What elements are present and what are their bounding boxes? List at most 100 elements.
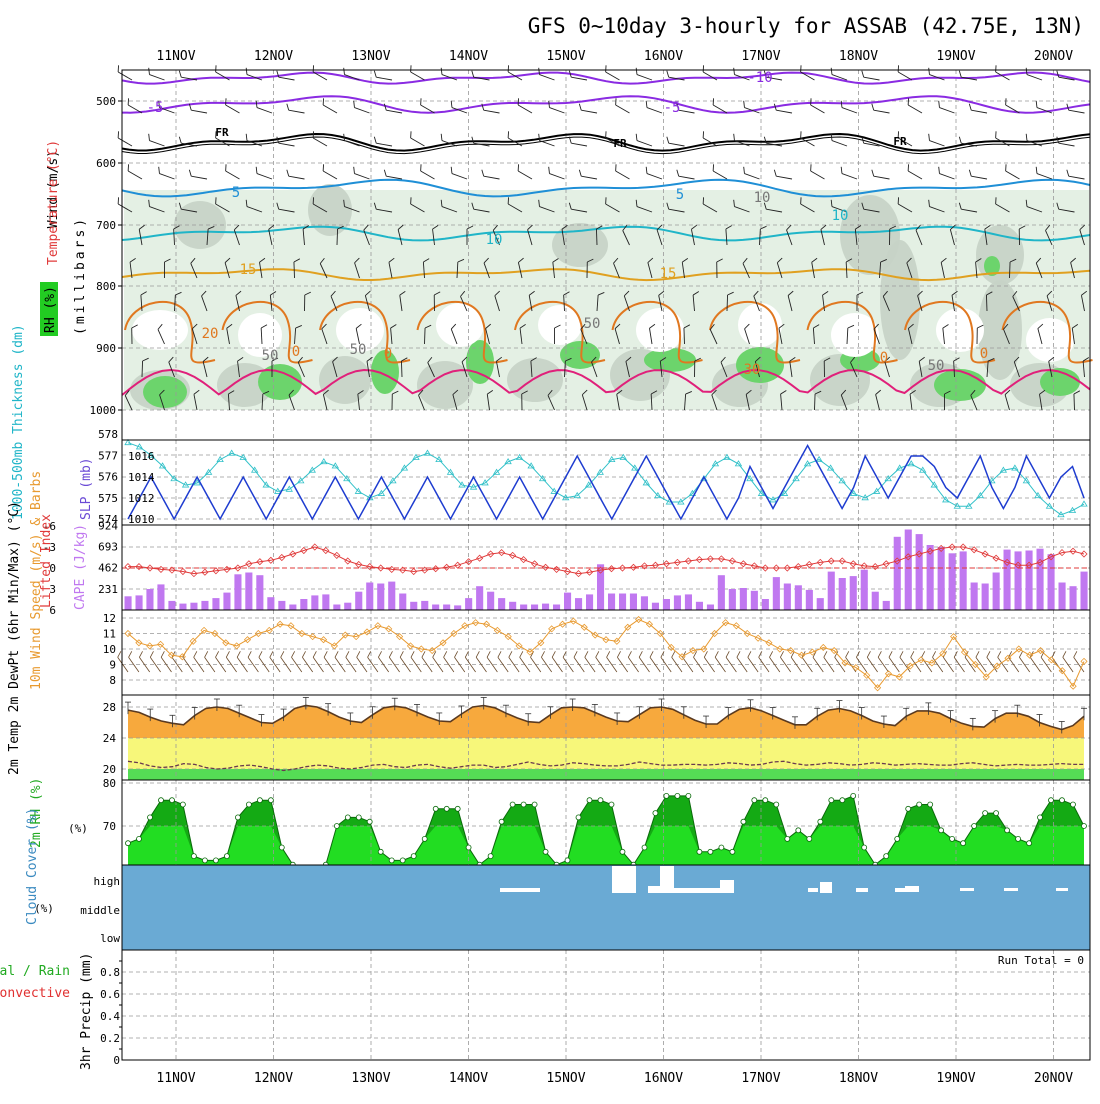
temp-tick-24: 24 (103, 732, 117, 745)
precip-conv-label: Convective (0, 986, 70, 1001)
cape-bar-62 (806, 590, 813, 610)
rh2m-pt-3 (159, 798, 164, 803)
cloud-gap-3 (648, 886, 660, 893)
cape-bar-77 (971, 583, 978, 611)
rh2m-pt-1 (137, 836, 142, 841)
thickness-label-group: 1000-500mb Thickness (dm) (11, 324, 26, 520)
cape-label: CAPE (J/kg) (73, 524, 88, 610)
contour-label-FR-5: FR (893, 135, 907, 148)
cape-bar-71 (905, 530, 912, 611)
cape-bar-60 (784, 584, 791, 611)
bottom-date-13NOV: 13NOV (351, 1071, 390, 1086)
tick-label-800: 800 (96, 280, 116, 293)
cape-bar-58 (762, 599, 769, 610)
cape-tick-693: 693 (98, 541, 118, 554)
barb-flag-60 (116, 131, 122, 138)
cape-bar-5 (179, 604, 186, 610)
bottom-date-17NOV: 17NOV (741, 1071, 780, 1086)
cape-bar-75 (949, 553, 956, 610)
cape-bar-13 (267, 597, 274, 610)
rh2m-pt-37 (532, 802, 537, 807)
rh2m-pt-45 (620, 849, 625, 854)
wind10m-tick-8: 8 (109, 674, 116, 687)
contour-label-5-7: 5 (676, 187, 684, 203)
rh-mid-blob-4 (976, 225, 1024, 285)
thk-tick-575: 575 (98, 492, 118, 505)
wind10m-label-group: 10m Wind Speed (m/s) & Barbs (29, 471, 44, 690)
rh2m-pt-78 (983, 811, 988, 816)
cloud-gap-6 (720, 880, 734, 893)
bottom-date-18NOV: 18NOV (839, 1071, 878, 1086)
cloud-gap-14 (1056, 888, 1068, 891)
rh2m-pt-56 (741, 819, 746, 824)
cape-bar-7 (201, 601, 208, 610)
precip-total-label: Total / Rain (0, 964, 70, 979)
temp-tick-20: 20 (103, 763, 116, 776)
cape-bar-37 (531, 605, 538, 611)
rh2m-pt-61 (796, 828, 801, 833)
thk-tick-576: 576 (98, 471, 118, 484)
cape-bar-79 (993, 573, 1000, 611)
cape-bar-48 (652, 603, 659, 610)
cape-bar-41 (575, 598, 582, 610)
rh2m-pt-60 (785, 836, 790, 841)
rh2m-pt-84 (1049, 798, 1054, 803)
barb-staff-185 (294, 262, 295, 278)
cloud-gap-12 (960, 888, 974, 891)
cape-bar-22 (366, 583, 373, 611)
rh2m-pt-31 (466, 845, 471, 850)
top-date-19NOV: 19NOV (936, 49, 975, 64)
wind10m-tick-12: 12 (103, 612, 116, 625)
bottom-date-11NOV: 11NOV (156, 1071, 195, 1086)
cloud-gap-13 (1004, 888, 1018, 891)
rh-label-group: RH (%) (43, 286, 58, 333)
chart-title: GFS 0~10day 3-hourly for ASSAB (42.75E, … (528, 14, 1084, 38)
cloud-level-middle: middle (80, 904, 120, 917)
cape-bar-25 (399, 594, 406, 611)
rh2m-pt-14 (279, 845, 284, 850)
contour-label--10-0: -10 (747, 70, 772, 86)
contour-label-15-11: 15 (660, 266, 677, 282)
tick-label-700: 700 (96, 219, 116, 232)
rh2m-pt-79 (994, 811, 999, 816)
run-total: Run Total = 0 (998, 954, 1084, 967)
cape-bar-34 (498, 598, 505, 610)
cloud-gap-11 (905, 886, 919, 892)
rh2m-pt-51 (686, 793, 691, 798)
cape-tick-231: 231 (98, 583, 118, 596)
rh2m-pt-28 (433, 806, 438, 811)
bottom-date-14NOV: 14NOV (449, 1071, 488, 1086)
cape-bar-64 (828, 572, 835, 610)
rh2m-pt-20 (345, 815, 350, 820)
rh2m-pt-8 (213, 858, 218, 863)
rh-label: RH (%) (43, 286, 58, 333)
rh2m-pt-53 (708, 849, 713, 854)
cape-bar-81 (1015, 551, 1022, 610)
cloud-level-low: low (100, 932, 120, 945)
rh2m-pt-10 (235, 815, 240, 820)
cape-bar-42 (586, 594, 593, 610)
cape-bar-40 (564, 593, 571, 610)
top-date-15NOV: 15NOV (546, 49, 585, 64)
contour-label-0-14: 0 (384, 346, 392, 362)
rh2m-pt-44 (609, 802, 614, 807)
rh2m-pt-27 (422, 836, 427, 841)
rh2m-pt-74 (939, 828, 944, 833)
rh2m-pt-42 (587, 798, 592, 803)
cloud-label: Cloud Cover (%) (25, 808, 40, 925)
cape-bar-80 (1004, 550, 1011, 610)
contour-label-30-15: 30 (744, 362, 761, 378)
cape-bar-11 (245, 573, 252, 611)
rh2m-pt-83 (1038, 815, 1043, 820)
bottom-date-19NOV: 19NOV (936, 1071, 975, 1086)
cape-bar-53 (707, 605, 714, 611)
rh2m-pt-76 (961, 841, 966, 846)
cape-bar-47 (641, 596, 648, 610)
cape-bar-26 (410, 602, 417, 610)
cloud-gap-5 (672, 888, 720, 893)
contour-label-15-10: 15 (240, 262, 257, 278)
